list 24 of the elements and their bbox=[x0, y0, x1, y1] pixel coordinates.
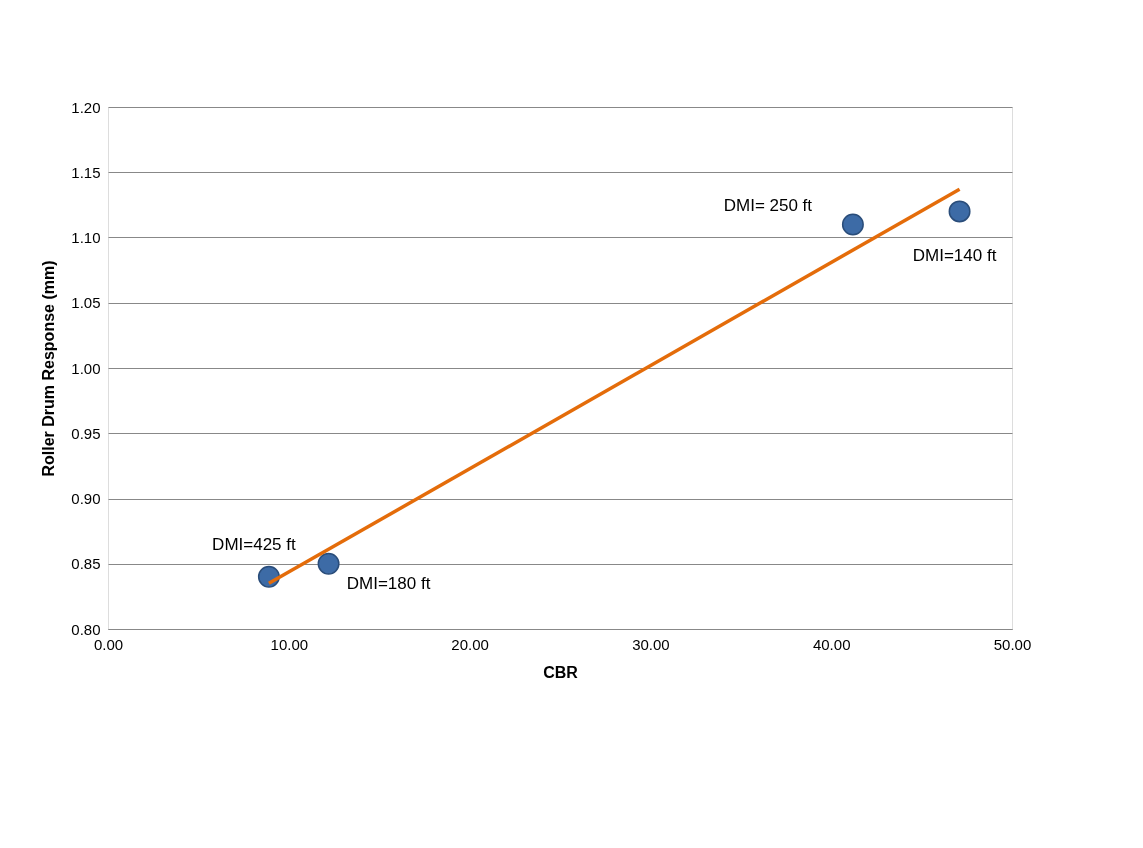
point bbox=[948, 200, 971, 223]
point bbox=[317, 552, 340, 575]
y-tick-label: 1.10 bbox=[71, 229, 101, 246]
y-tick-label: 0.85 bbox=[71, 555, 101, 573]
annotation: DMI=140 ft bbox=[912, 246, 997, 266]
y-axis-title: Roller Drum Response (mm) bbox=[40, 260, 58, 477]
x-tick-label: 20.00 bbox=[451, 635, 489, 653]
x-axis-title: CBR bbox=[543, 663, 579, 681]
y-tick-label: 0.80 bbox=[71, 620, 101, 638]
point bbox=[841, 213, 864, 236]
x-tick-label: 30.00 bbox=[632, 635, 670, 653]
x-tick-label: 0.00 bbox=[93, 635, 124, 653]
y-tick-label: 0.95 bbox=[71, 424, 101, 442]
y-tick-label: 0.90 bbox=[71, 490, 101, 507]
annotation: DMI= 250 ft bbox=[723, 196, 813, 216]
annotation: DMI=180 ft bbox=[346, 573, 431, 593]
x-tick-label: 10.00 bbox=[270, 635, 309, 653]
x-tick-label: 40.00 bbox=[812, 635, 851, 653]
annotation: DMI=425 ft bbox=[212, 534, 296, 554]
y-tick-label: 1.15 bbox=[71, 163, 101, 181]
x-tick-label: 50.00 bbox=[993, 635, 1032, 653]
y-tick-label: 1.20 bbox=[71, 98, 101, 116]
y-tick-label: 1.05 bbox=[71, 294, 101, 312]
y-tick-label: 1.00 bbox=[71, 359, 101, 377]
